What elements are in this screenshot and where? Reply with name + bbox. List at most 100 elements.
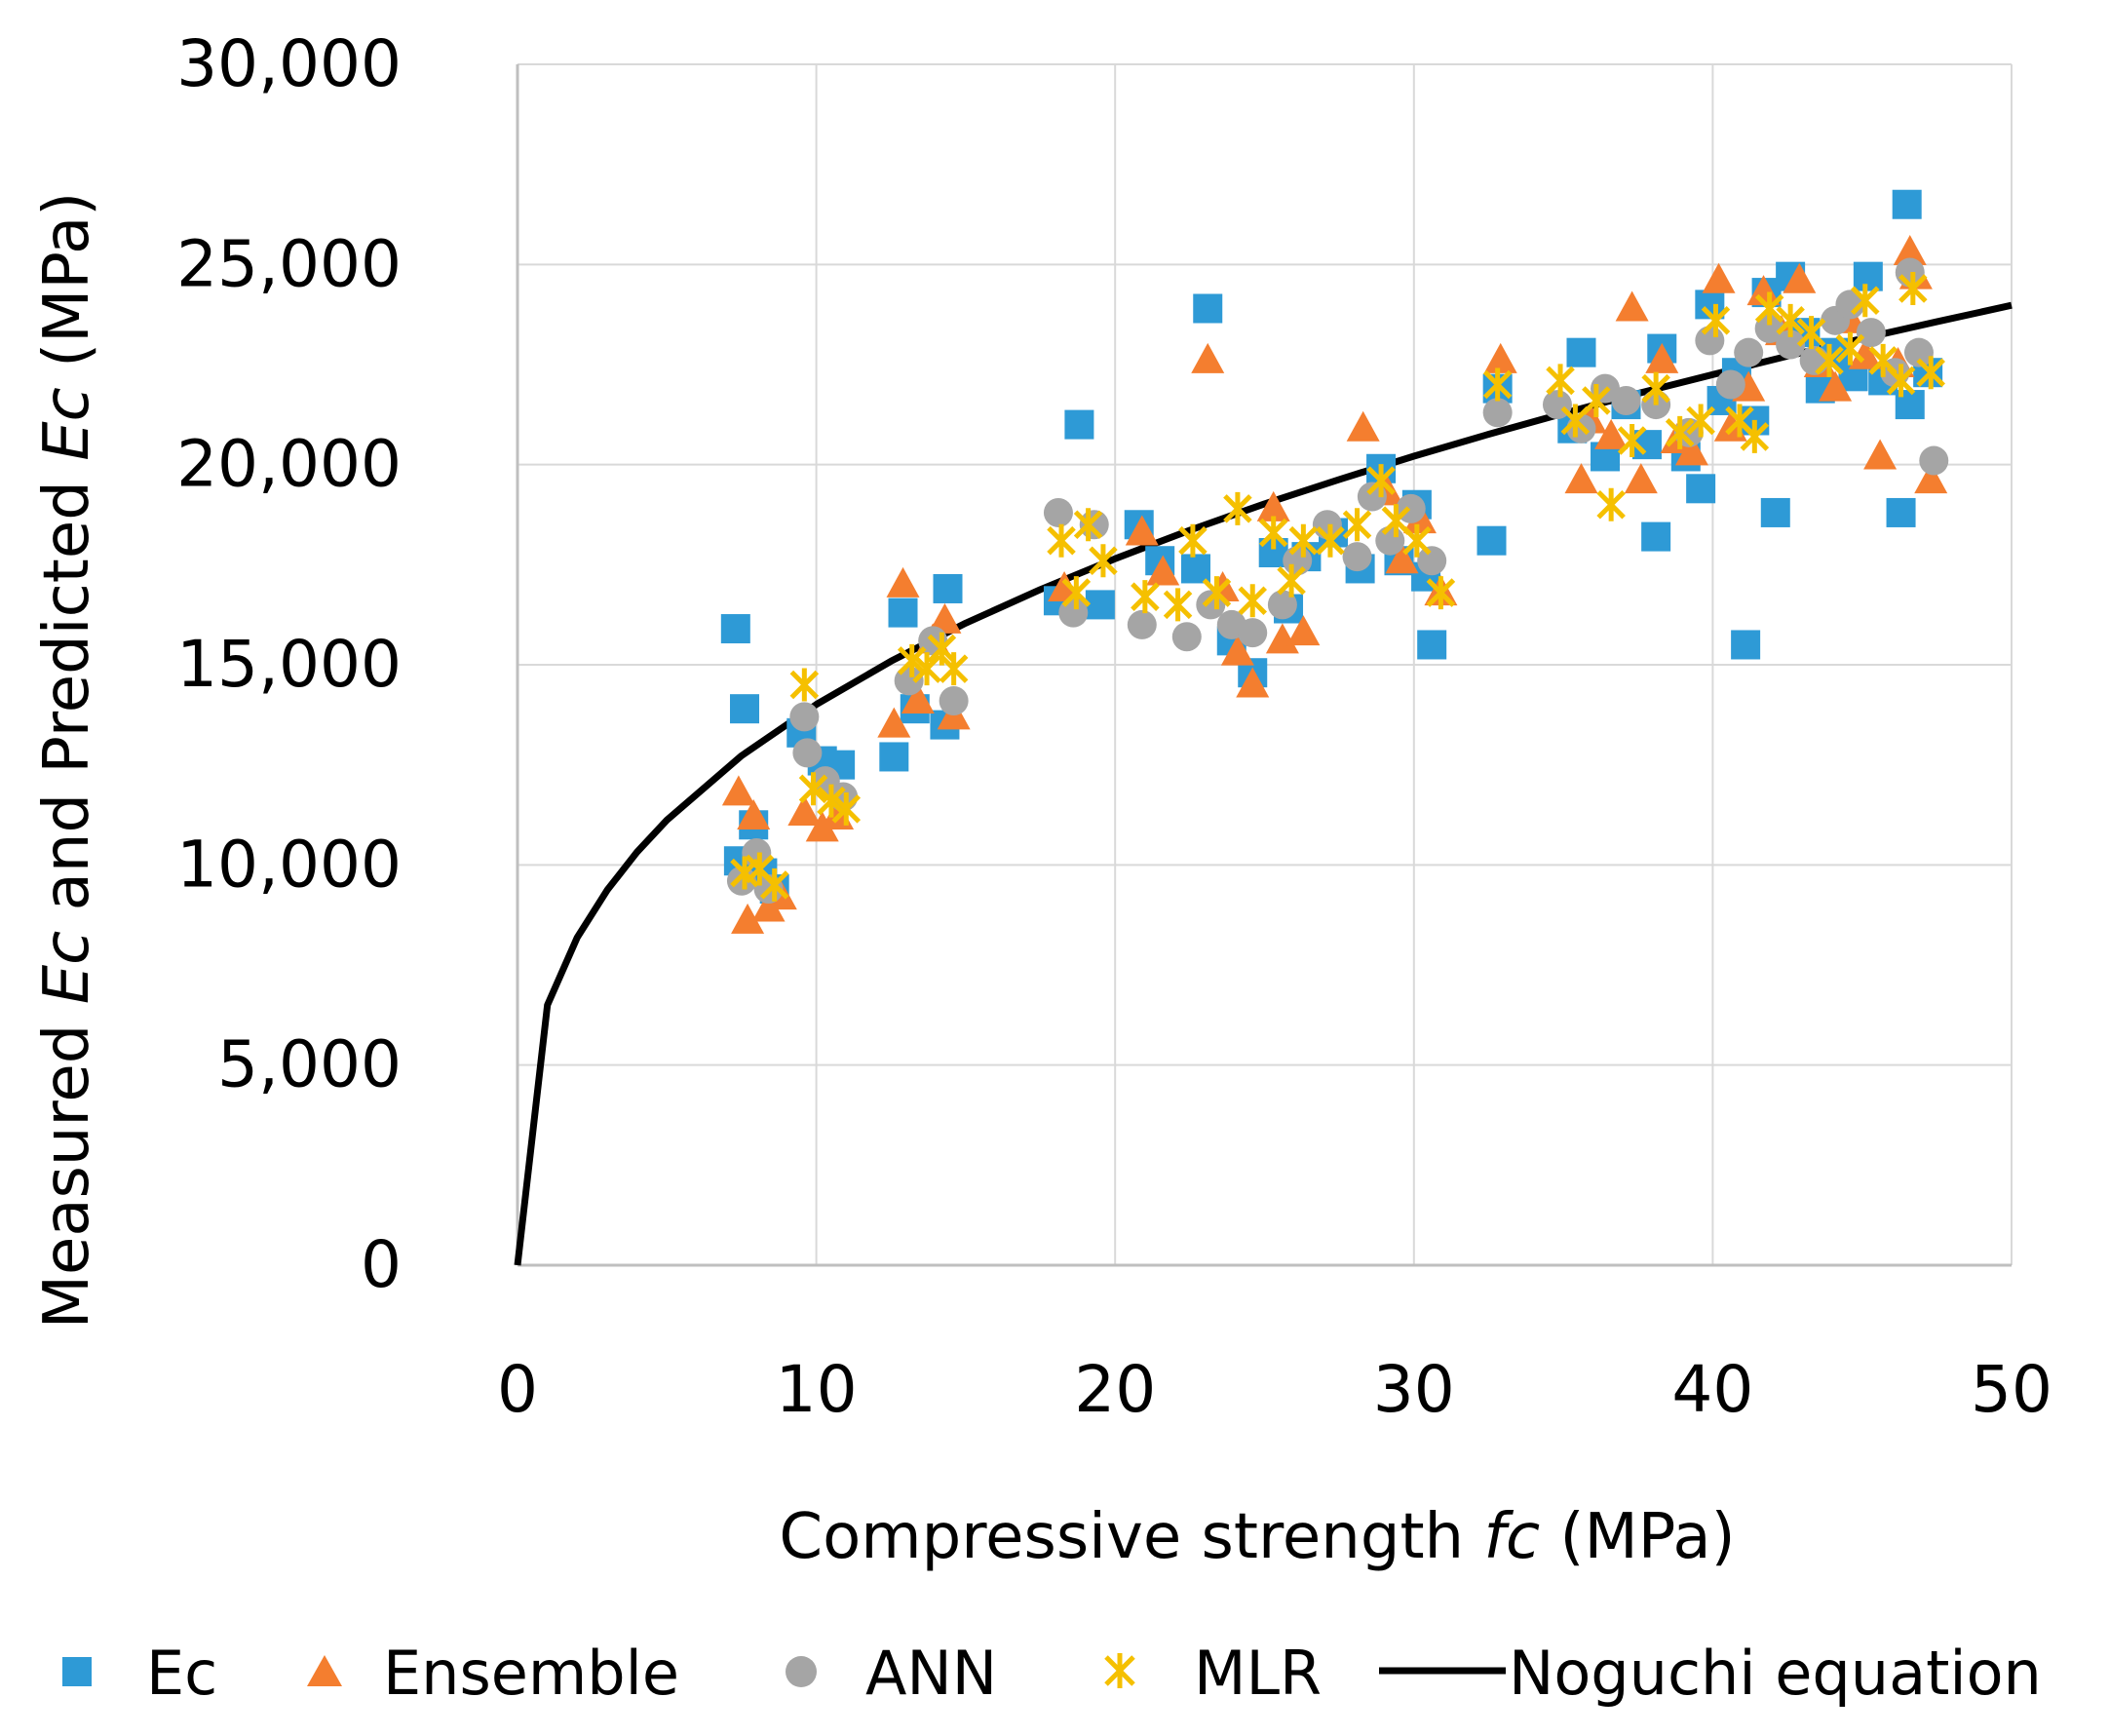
ec-point bbox=[1892, 189, 1922, 219]
ensemble-point bbox=[1265, 623, 1299, 654]
ensemble-point bbox=[1125, 515, 1159, 546]
mlr-point bbox=[1482, 367, 1513, 402]
ensemble-point bbox=[1483, 342, 1517, 373]
ec-point bbox=[888, 598, 918, 628]
ec-point bbox=[879, 742, 909, 772]
legend-ec-marker bbox=[62, 1657, 92, 1686]
legend-ann-label: ANN bbox=[865, 1638, 997, 1709]
ann-point bbox=[1043, 497, 1073, 527]
legend-ensemble-marker bbox=[307, 1655, 342, 1686]
mlr-point bbox=[1131, 580, 1160, 614]
mlr-point bbox=[939, 652, 969, 686]
ann-point bbox=[1715, 369, 1745, 400]
ann-point bbox=[1835, 289, 1865, 320]
ensemble-point bbox=[1385, 543, 1419, 574]
grid bbox=[516, 63, 2013, 1267]
mlr-point bbox=[912, 652, 941, 686]
mlr-point bbox=[1898, 271, 1928, 305]
ec-point bbox=[1760, 497, 1790, 527]
ann-point bbox=[1283, 546, 1313, 576]
ensemble-point bbox=[1236, 667, 1270, 698]
mlr-point bbox=[1258, 516, 1288, 550]
y-tick-label: 25,000 bbox=[176, 226, 402, 301]
ensemble-point bbox=[901, 682, 935, 714]
mlr-point bbox=[1047, 523, 1076, 558]
ec-point bbox=[1193, 293, 1223, 324]
ec-point bbox=[1064, 409, 1094, 440]
ann-point bbox=[1734, 337, 1764, 367]
ensemble-point bbox=[1645, 342, 1679, 373]
ensemble-point bbox=[1286, 615, 1321, 646]
y-axis-title: Measured Ec and Predicted Ec (MPa) bbox=[31, 192, 103, 1330]
ensemble-point bbox=[1594, 418, 1629, 449]
mlr-point bbox=[897, 643, 927, 677]
mlr-point bbox=[1277, 563, 1306, 598]
x-tick-label: 0 bbox=[497, 1352, 538, 1427]
ec-point bbox=[933, 573, 963, 603]
legend-ec-label: Ec bbox=[146, 1638, 217, 1709]
ensemble-point bbox=[731, 903, 765, 934]
ann-point bbox=[1171, 622, 1202, 652]
ann-point bbox=[726, 866, 756, 896]
ec-point bbox=[1085, 590, 1115, 620]
ec-point bbox=[720, 614, 750, 644]
ensemble-point bbox=[1220, 635, 1254, 666]
mlr-point bbox=[1754, 291, 1784, 326]
ann-point bbox=[1611, 385, 1641, 415]
ensemble-point bbox=[1914, 463, 1948, 494]
ann-point bbox=[1776, 329, 1806, 360]
mlr-point bbox=[1665, 415, 1695, 449]
x-tick-label: 30 bbox=[1373, 1352, 1455, 1427]
mlr-point bbox=[1426, 576, 1456, 610]
mlr-point bbox=[1178, 523, 1208, 558]
ann-point bbox=[1754, 314, 1784, 344]
mlr-point bbox=[1366, 464, 1396, 498]
ec-point bbox=[1686, 474, 1716, 504]
mlr-point bbox=[1316, 523, 1345, 558]
ensemble-point bbox=[1624, 463, 1658, 494]
ann-point bbox=[1342, 542, 1372, 572]
legend-ann-marker bbox=[786, 1656, 817, 1687]
mlr-point bbox=[817, 784, 846, 818]
x-tick-label: 50 bbox=[1971, 1352, 2052, 1427]
ensemble-point bbox=[928, 602, 962, 634]
ann-point bbox=[1903, 337, 1934, 367]
ensemble-point bbox=[1346, 410, 1380, 442]
ensemble-point bbox=[787, 794, 822, 826]
ensemble-point bbox=[1256, 490, 1290, 521]
ensemble-point bbox=[1564, 463, 1598, 494]
ec-point bbox=[1566, 337, 1596, 367]
ec-point bbox=[1476, 525, 1507, 556]
mlr-point bbox=[1776, 303, 1805, 337]
ensemble-point bbox=[1783, 262, 1817, 293]
ensemble-point bbox=[805, 811, 839, 842]
legend-mlr-label: MLR bbox=[1194, 1638, 1322, 1709]
ensemble-point bbox=[737, 799, 771, 830]
ann-point bbox=[1695, 326, 1725, 356]
ann-point bbox=[1238, 618, 1268, 648]
ann-point bbox=[1856, 318, 1886, 348]
mlr-point bbox=[759, 868, 789, 902]
mlr-point bbox=[1796, 316, 1826, 350]
mlr-point bbox=[1402, 523, 1432, 558]
ensemble-point bbox=[1674, 435, 1708, 466]
ensemble-point bbox=[1146, 555, 1180, 586]
mlr-point bbox=[1089, 544, 1118, 578]
mlr-point bbox=[1701, 303, 1731, 337]
mlr-point bbox=[1916, 356, 1945, 390]
mlr-point bbox=[831, 791, 862, 826]
x-tick-label: 20 bbox=[1074, 1352, 1156, 1427]
ann-point bbox=[789, 702, 820, 732]
ec-point bbox=[1731, 630, 1761, 660]
ensemble-point bbox=[1893, 235, 1927, 266]
ensemble-point bbox=[877, 707, 911, 738]
ec-point bbox=[1641, 521, 1671, 552]
ann-point bbox=[792, 738, 823, 768]
ec-point bbox=[1417, 630, 1447, 660]
ec-point bbox=[1886, 497, 1916, 527]
mlr-point bbox=[1596, 487, 1626, 521]
mlr-point bbox=[1073, 508, 1103, 542]
ann-point bbox=[1799, 345, 1829, 375]
ensemble-point bbox=[721, 775, 755, 806]
